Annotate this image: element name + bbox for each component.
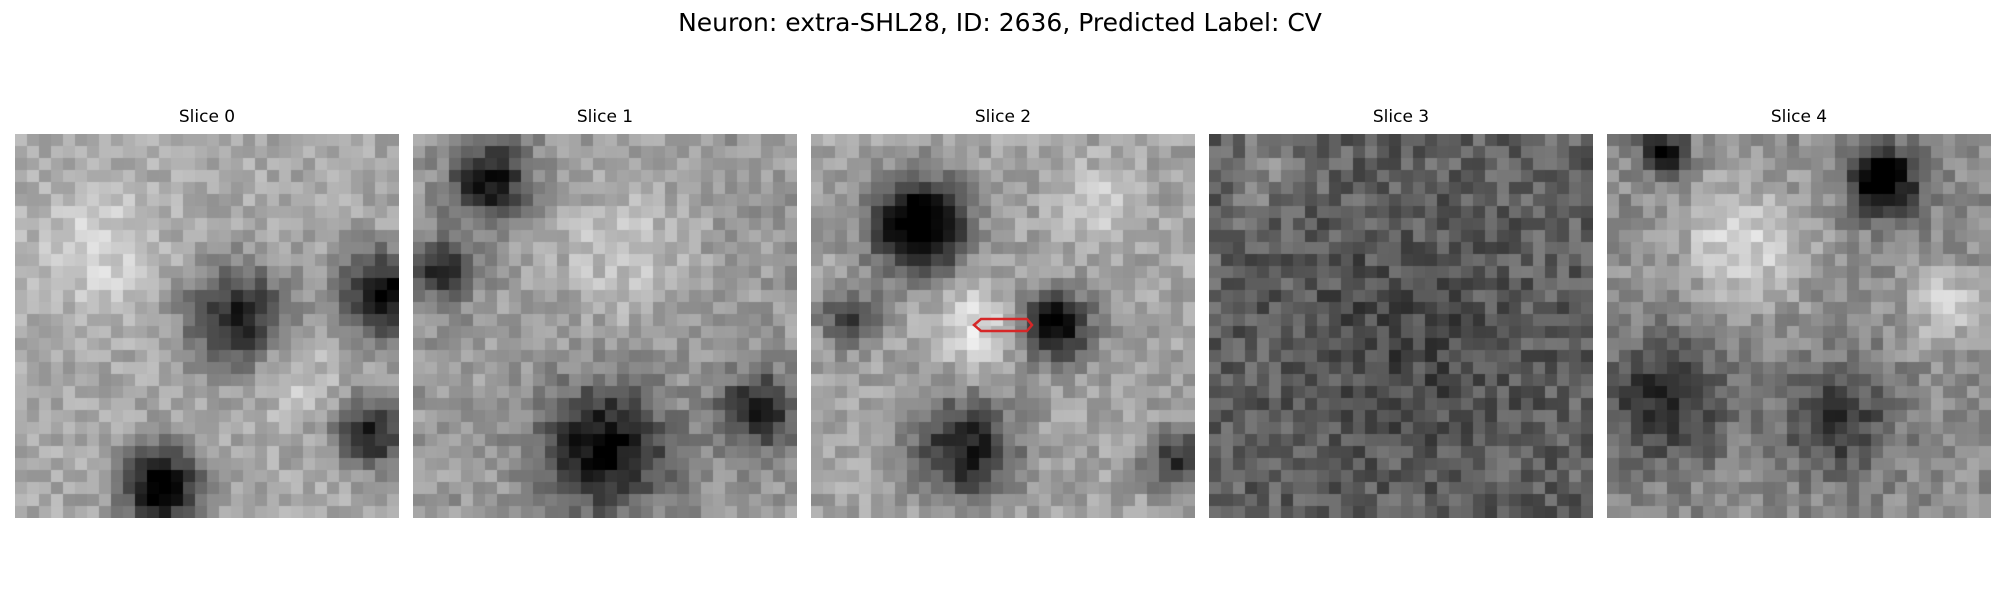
slice-title: Slice 2 xyxy=(974,107,1032,127)
slice-title: Slice 3 xyxy=(1372,107,1430,127)
slice-image xyxy=(1209,134,1593,518)
slice-image xyxy=(413,134,797,518)
slice-image xyxy=(1607,134,1991,518)
slice-panel-3: Slice 3 xyxy=(1209,106,1593,518)
slice-title: Slice 0 xyxy=(178,107,236,127)
slice-title: Slice 1 xyxy=(576,107,634,127)
figure-title: Neuron: extra-SHL28, ID: 2636, Predicted… xyxy=(678,8,1322,37)
slice-title: Slice 4 xyxy=(1770,107,1828,127)
slice-panel-2: Slice 2 xyxy=(811,106,1195,518)
slice-image xyxy=(15,134,399,518)
slice-image xyxy=(811,134,1195,518)
slice-panel-1: Slice 1 xyxy=(413,106,797,518)
slice-panel-0: Slice 0 xyxy=(15,106,399,518)
slice-panel-4: Slice 4 xyxy=(1607,106,1991,518)
